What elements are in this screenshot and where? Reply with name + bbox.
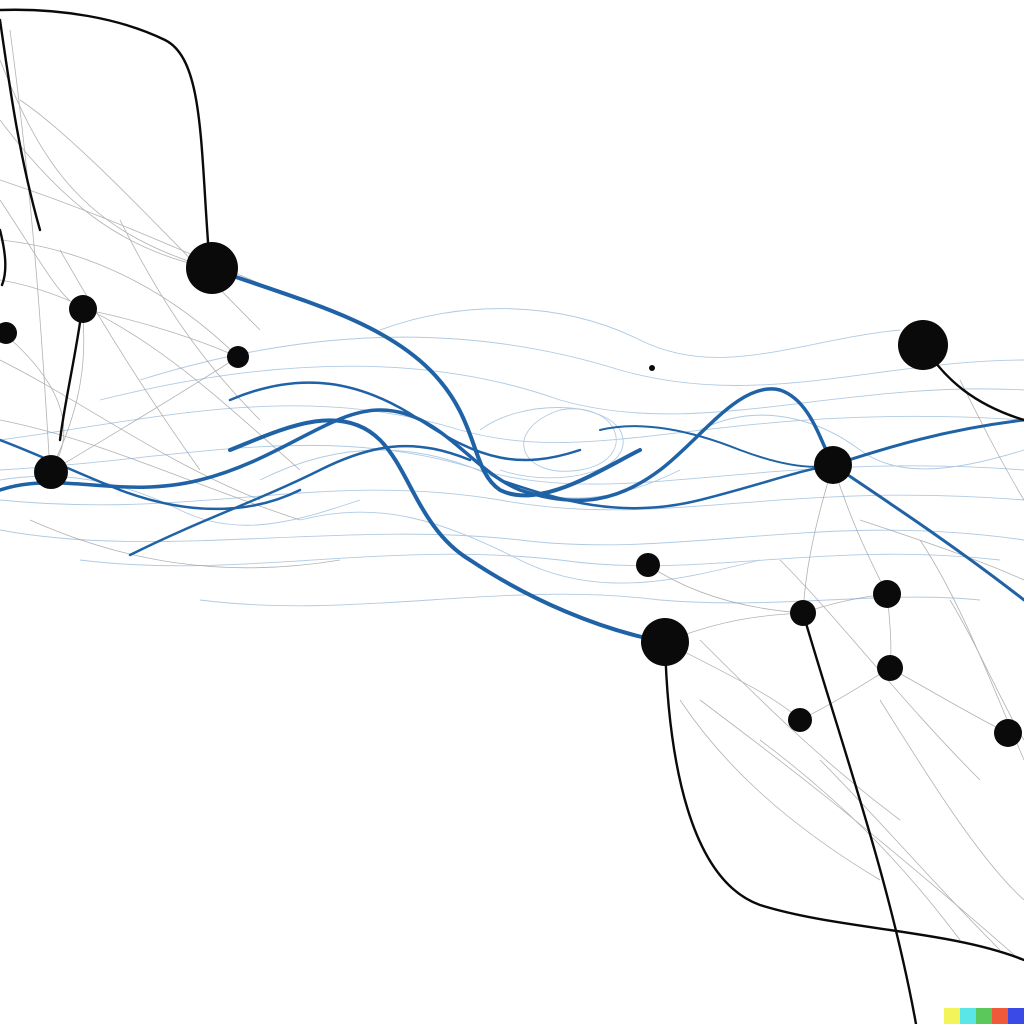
ink-connector — [0, 18, 42, 232]
network-node — [898, 320, 948, 370]
network-node — [790, 600, 816, 626]
network-node — [34, 455, 68, 489]
watermark-swatch — [944, 1008, 960, 1024]
network-node — [227, 346, 249, 368]
blue-strand — [831, 463, 1024, 602]
blue-strands — [0, 266, 1024, 644]
ink-connector — [663, 640, 1024, 962]
network-node — [877, 655, 903, 681]
network-node — [814, 446, 852, 484]
color-watermark — [944, 1008, 1024, 1024]
blue-strand — [128, 444, 472, 557]
blue-strand — [0, 438, 302, 511]
blue-strand — [599, 425, 834, 468]
ink-connector — [0, 8, 212, 270]
blue-strand — [0, 387, 835, 503]
network-node — [636, 553, 660, 577]
network-node — [649, 365, 655, 371]
blue-strand — [228, 381, 582, 462]
blue-strand — [228, 418, 667, 644]
network-node — [186, 242, 238, 294]
ink-connector — [0, 228, 7, 287]
network-node — [994, 719, 1022, 747]
network-node — [873, 580, 901, 608]
blue-strand — [208, 266, 642, 498]
watermark-swatch — [960, 1008, 976, 1024]
ink-connector — [58, 307, 84, 442]
nodes — [0, 242, 1022, 747]
blue-strand — [498, 463, 835, 510]
watermark-swatch — [976, 1008, 992, 1024]
ink-connector — [801, 611, 918, 1024]
network-node — [0, 322, 17, 344]
network-node — [788, 708, 812, 732]
network-node — [69, 295, 97, 323]
watermark-swatch — [992, 1008, 1008, 1024]
network-node — [641, 618, 689, 666]
watermark-swatch — [1008, 1008, 1024, 1024]
